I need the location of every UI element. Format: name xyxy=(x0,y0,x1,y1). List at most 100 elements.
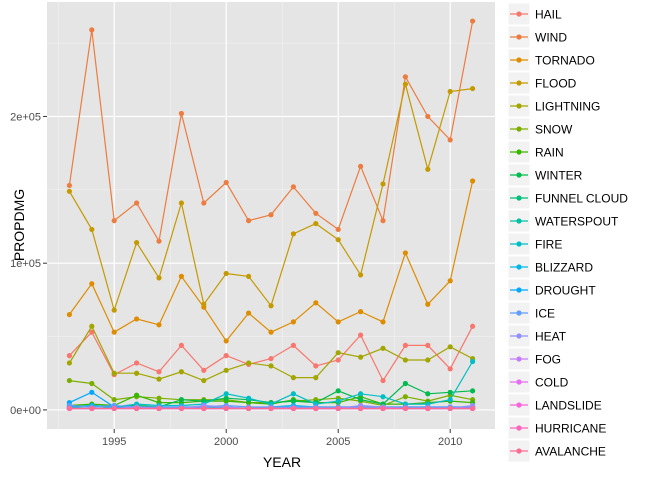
y-tick-label: 0e+00 xyxy=(10,405,41,417)
data-point xyxy=(268,303,274,309)
data-point xyxy=(268,212,274,218)
data-point xyxy=(178,369,184,375)
data-point xyxy=(178,342,184,348)
data-point xyxy=(358,309,364,315)
legend-key-point xyxy=(516,287,522,293)
data-point xyxy=(358,397,364,403)
legend-label: HEAT xyxy=(535,330,567,344)
data-point xyxy=(290,231,296,237)
legend-label: BLIZZARD xyxy=(535,261,593,275)
legend-label: WIND xyxy=(535,31,567,45)
data-point xyxy=(178,405,184,412)
series-lightning xyxy=(66,323,476,384)
data-point xyxy=(66,188,72,194)
data-point xyxy=(223,353,229,359)
data-point xyxy=(380,218,386,224)
data-point xyxy=(380,405,386,412)
legend-label: RAIN xyxy=(535,146,564,160)
data-point xyxy=(358,391,364,397)
legend-key-point xyxy=(516,149,522,155)
data-point xyxy=(134,240,140,246)
legend-key-point xyxy=(516,126,522,132)
data-point xyxy=(178,397,184,403)
data-point xyxy=(313,210,319,216)
series-hail xyxy=(66,323,476,384)
data-point xyxy=(156,376,162,382)
data-point xyxy=(425,301,431,307)
legend: HAIL WIND TORNADO FLOOD LIGHTNING SNOW RAIN WIN… xyxy=(507,2,628,463)
data-point xyxy=(425,166,431,172)
legend-label: COLD xyxy=(535,376,569,390)
data-point xyxy=(201,200,207,206)
data-point xyxy=(313,300,319,306)
legend-key-point xyxy=(516,218,522,224)
data-point xyxy=(223,179,229,186)
data-point xyxy=(447,389,453,395)
legend-label: HURRICANE xyxy=(535,422,606,436)
data-point xyxy=(402,342,408,348)
data-point xyxy=(246,310,252,316)
data-point xyxy=(111,405,117,412)
data-point xyxy=(380,377,386,384)
series-avalanche xyxy=(66,405,476,412)
legend-item: WATERSPOUT xyxy=(507,209,619,233)
series-layer xyxy=(66,18,476,412)
legend-key-point xyxy=(516,448,522,454)
legend-label: FIRE xyxy=(535,238,562,252)
data-point xyxy=(447,137,453,143)
data-point xyxy=(335,226,341,233)
legend-label: DROUGHT xyxy=(535,284,596,298)
data-point xyxy=(89,27,95,33)
data-point xyxy=(66,353,72,359)
legend-item: WINTER xyxy=(507,163,583,187)
data-point xyxy=(268,405,274,412)
data-point xyxy=(290,405,296,412)
data-point xyxy=(134,405,140,412)
data-point xyxy=(425,391,431,397)
data-point xyxy=(89,380,95,387)
data-point xyxy=(223,338,229,344)
data-point xyxy=(402,380,408,387)
data-point xyxy=(246,273,252,279)
legend-item: FIRE xyxy=(507,232,562,256)
legend-key-point xyxy=(516,402,522,408)
data-point xyxy=(178,200,184,206)
data-point xyxy=(358,272,364,278)
data-point xyxy=(134,370,140,376)
legend-label: FOG xyxy=(535,353,561,367)
x-axis: 1995 2000 2005 2010 xyxy=(102,429,462,448)
data-point xyxy=(156,275,162,281)
legend-item: DROUGHT xyxy=(507,278,596,302)
x-tick-label: 2005 xyxy=(326,436,350,448)
data-point xyxy=(89,281,95,287)
data-point xyxy=(470,85,476,92)
legend-key-point xyxy=(516,379,522,385)
data-point xyxy=(402,394,408,400)
legend-label: TORNADO xyxy=(535,54,595,68)
data-point xyxy=(89,323,95,329)
data-point xyxy=(223,395,229,401)
legend-key-point xyxy=(516,425,522,431)
legend-label: FLOOD xyxy=(535,77,577,91)
legend-label: AVALANCHE xyxy=(535,445,606,459)
data-point xyxy=(66,182,72,189)
data-point xyxy=(246,395,252,401)
data-point xyxy=(335,237,341,243)
data-point xyxy=(290,375,296,381)
legend-item: RAIN xyxy=(507,140,564,164)
legend-key-point xyxy=(516,34,522,40)
series-tornado xyxy=(66,178,476,344)
legend-item: HURRICANE xyxy=(507,416,606,440)
data-point xyxy=(178,273,184,279)
data-point xyxy=(470,405,476,412)
data-point xyxy=(290,319,296,325)
data-point xyxy=(358,332,364,338)
legend-key-point xyxy=(516,172,522,178)
legend-key-point xyxy=(516,356,522,362)
data-point xyxy=(470,323,476,329)
data-point xyxy=(111,370,117,376)
data-point xyxy=(470,178,476,184)
data-point xyxy=(425,113,431,120)
data-point xyxy=(313,375,319,381)
data-point xyxy=(201,367,207,373)
